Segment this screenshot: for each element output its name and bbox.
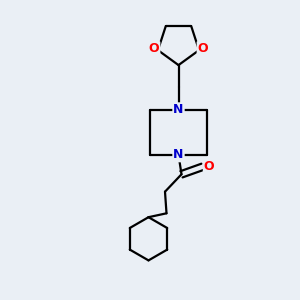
Text: O: O [149, 42, 159, 55]
Text: O: O [198, 42, 208, 55]
Text: N: N [173, 103, 184, 116]
Text: N: N [173, 148, 184, 161]
Text: O: O [204, 160, 214, 173]
